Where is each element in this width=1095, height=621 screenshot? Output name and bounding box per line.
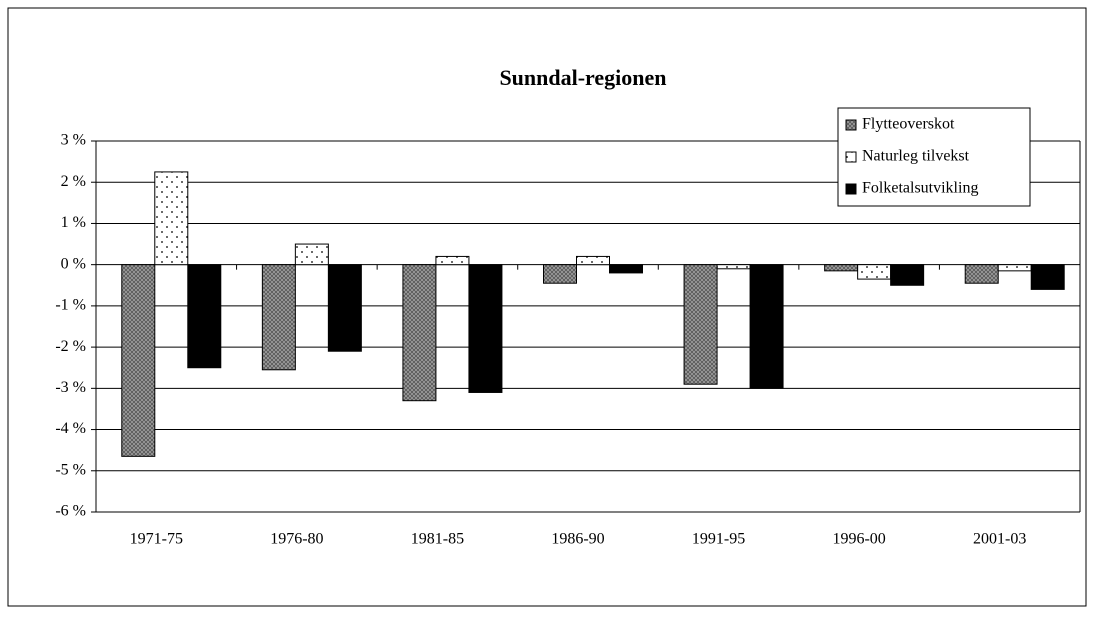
y-tick-label: -4 % [55, 420, 86, 437]
chart-title: Sunndal-regionen [499, 65, 666, 90]
bar [890, 264, 925, 286]
legend-swatch [845, 183, 857, 195]
bar [997, 264, 1032, 272]
bar [468, 264, 503, 393]
chart-border [7, 7, 1087, 607]
bar [261, 264, 296, 371]
bar [402, 264, 437, 402]
bar [435, 255, 470, 266]
bar [576, 255, 610, 266]
bar [543, 264, 577, 284]
y-tick-label: -6 % [55, 503, 86, 520]
x-tick-label: 1976-80 [270, 531, 323, 548]
bar [187, 264, 222, 369]
bar [716, 264, 751, 270]
bar [294, 243, 329, 266]
bar [857, 264, 892, 280]
y-tick-label: 3 % [61, 132, 86, 149]
bar [327, 264, 362, 352]
y-tick-label: -3 % [55, 379, 86, 396]
y-tick-label: 0 % [61, 255, 86, 272]
bar [121, 264, 156, 457]
legend-label: Naturleg tilvekst [862, 148, 970, 165]
x-tick-label: 1971-75 [130, 531, 183, 548]
legend-label: Folketalsutvikling [862, 180, 978, 197]
y-tick-label: -5 % [55, 461, 86, 478]
bar [749, 264, 784, 389]
legend-label: Flytteoverskot [862, 116, 955, 133]
bar [824, 264, 859, 272]
bar [609, 264, 643, 274]
y-tick-label: 2 % [61, 173, 86, 190]
y-tick-label: 1 % [61, 214, 86, 231]
x-tick-label: 2001-03 [973, 531, 1026, 548]
x-tick-label: 1991-95 [692, 531, 745, 548]
bar [1030, 264, 1065, 290]
y-tick-label: -2 % [55, 338, 86, 355]
bar [154, 171, 189, 266]
y-tick-label: -1 % [55, 297, 86, 314]
bar [964, 264, 999, 284]
x-tick-label: 1986-90 [551, 531, 604, 548]
x-tick-label: 1996-00 [832, 531, 885, 548]
x-tick-label: 1981-85 [411, 531, 464, 548]
legend-swatch [845, 119, 857, 131]
legend-box [837, 107, 1031, 207]
legend-swatch [845, 151, 857, 163]
bar [683, 264, 718, 385]
